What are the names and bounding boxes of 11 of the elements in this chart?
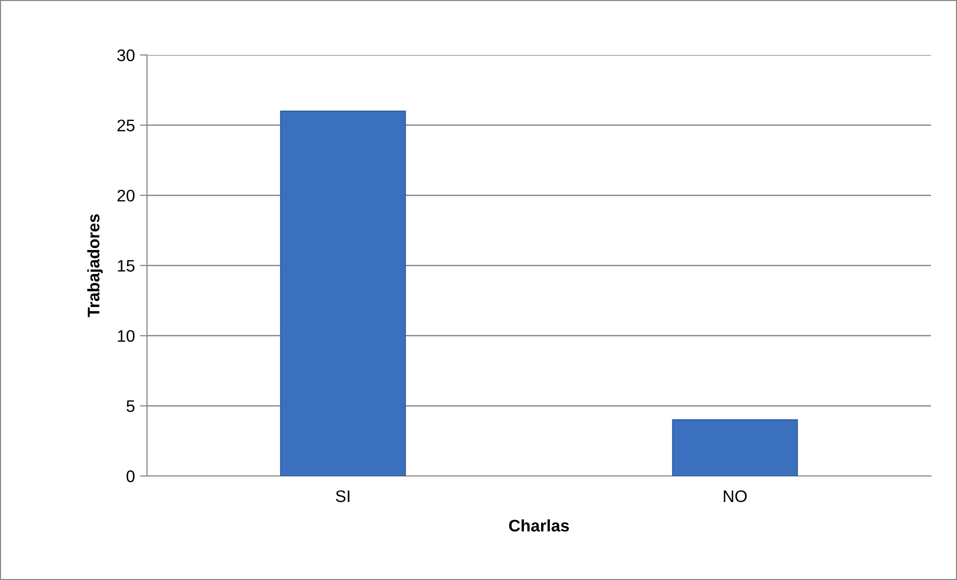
y-axis-title: Trabajadores: [87, 214, 103, 318]
x-tick-label: SI: [336, 490, 350, 502]
y-tick-label: 5: [126, 400, 134, 412]
x-tick-label: NO: [724, 490, 747, 502]
y-tick-label: 0: [126, 470, 135, 482]
y-tick-label: 10: [118, 330, 135, 342]
y-tick-label: 15: [118, 260, 134, 272]
x-axis-title: Charlas: [509, 519, 569, 532]
y-tick-label: 30: [117, 49, 135, 62]
y-tick-label: 25: [117, 120, 134, 132]
y-tick-label: 20: [117, 190, 135, 202]
